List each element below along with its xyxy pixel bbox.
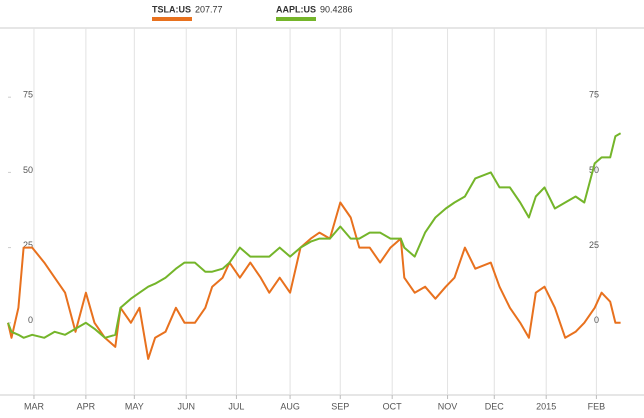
x-tick-label: 2015 (536, 401, 556, 411)
x-tick-label: DEC (485, 401, 505, 411)
y-tick-label: 0 (28, 315, 33, 325)
y-tick-label-right: 0 (594, 315, 599, 325)
legend-price: 90.4286 (320, 4, 353, 14)
legend: TSLA:US 207.77 AAPL:US 90.4286 (152, 4, 353, 21)
legend-name: TSLA:US (152, 4, 191, 14)
legend-price: 207.77 (195, 4, 223, 14)
x-tick-label: MAY (125, 401, 144, 411)
legend-name: AAPL:US (276, 4, 316, 14)
legend-swatch (152, 17, 192, 21)
x-tick-label: NOV (438, 401, 458, 411)
series-line (7, 201, 621, 360)
series-line (7, 132, 622, 339)
y-tick-label-right: 75 (589, 90, 599, 100)
y-tick-label-right: 25 (589, 240, 599, 250)
y-tick-label: 50 (23, 165, 33, 175)
x-tick-label: APR (77, 401, 96, 411)
x-tick-label: OCT (383, 401, 403, 411)
x-tick-label: AUG (280, 401, 300, 411)
x-tick-label: JUL (228, 401, 244, 411)
y-tick-label: 75 (23, 90, 33, 100)
x-tick-label: JUN (177, 401, 195, 411)
x-tick-label: FEB (588, 401, 606, 411)
legend-swatch (276, 17, 316, 21)
x-tick-label: SEP (331, 401, 349, 411)
y-tick-label: 25 (23, 240, 33, 250)
x-tick-label: MAR (24, 401, 45, 411)
